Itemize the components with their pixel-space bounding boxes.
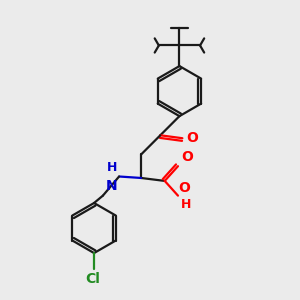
- Text: O: O: [181, 150, 193, 164]
- Text: H: H: [107, 161, 118, 174]
- Text: O: O: [187, 130, 198, 145]
- Text: O: O: [178, 181, 190, 195]
- Text: Cl: Cl: [85, 272, 100, 286]
- Text: H: H: [181, 198, 191, 211]
- Text: N: N: [106, 179, 118, 193]
